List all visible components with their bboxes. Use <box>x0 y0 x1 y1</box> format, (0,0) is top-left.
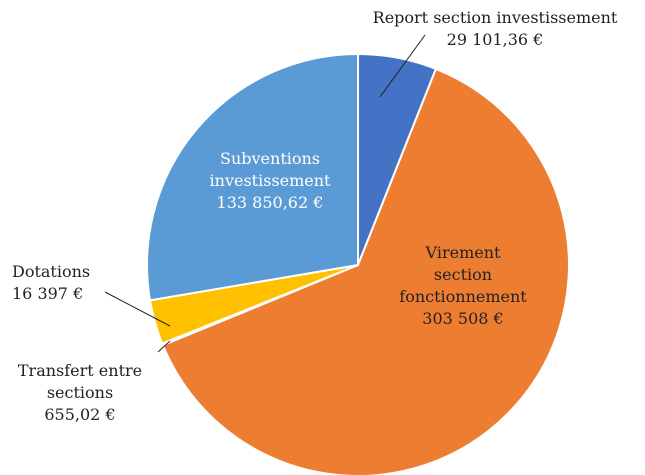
value-label: 16 397 € <box>12 284 84 303</box>
category-name: Transfert entre sections <box>17 361 143 402</box>
category-name: Virement section fonctionnement <box>399 243 527 306</box>
leader-line <box>379 34 426 98</box>
slice-label: Virement section fonctionnement 303 508 € <box>399 242 526 330</box>
slice-label: Report section investissement 29 101,36 € <box>373 7 618 51</box>
leader-line <box>157 340 171 353</box>
slice-label: Dotations 16 397 € <box>12 261 90 305</box>
value-label: 303 508 € <box>422 309 504 328</box>
pie-slice <box>161 67 570 475</box>
value-label: 655,02 € <box>44 405 116 424</box>
leader-line <box>104 291 171 327</box>
category-name: Report section investissement <box>372 8 618 27</box>
value-label: 133 850,62 € <box>216 193 324 212</box>
slice-label: Transfert entre sections 655,02 € <box>18 360 143 426</box>
slice-label: Subventions investissement 133 850,62 € <box>210 148 331 214</box>
category-name: Dotations <box>12 262 91 281</box>
category-name: Subventions investissement <box>209 149 331 190</box>
pie-slice <box>146 52 359 302</box>
value-label: 29 101,36 € <box>446 30 544 49</box>
